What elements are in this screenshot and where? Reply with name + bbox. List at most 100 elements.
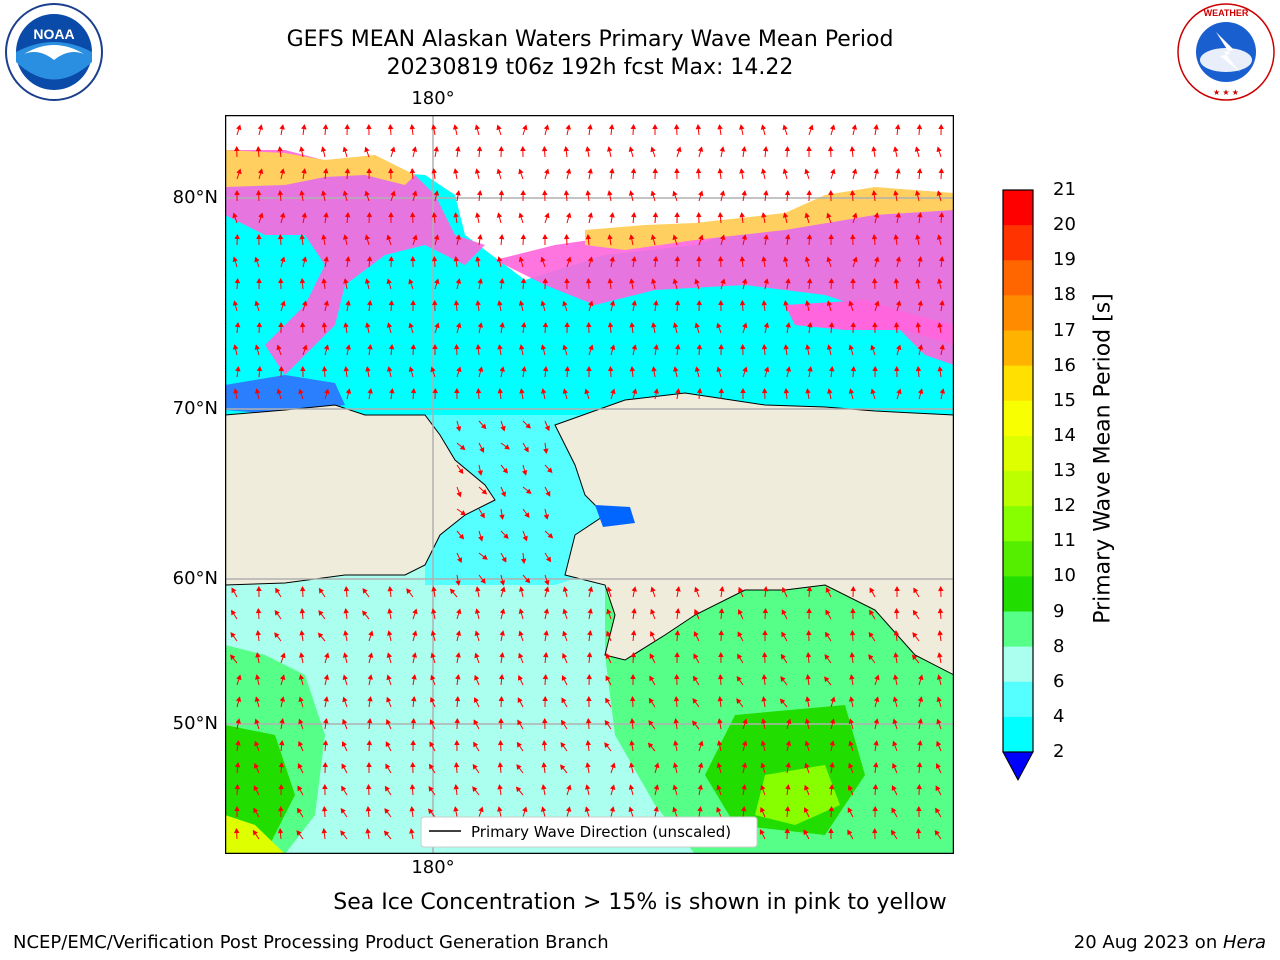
wave-arrow-head <box>718 387 725 394</box>
wave-arrow-head <box>872 365 878 372</box>
wave-arrow-head <box>610 762 616 769</box>
wave-arrow-head <box>629 762 635 768</box>
wave-arrow-head <box>540 344 547 350</box>
wave-arrow-head <box>518 630 524 637</box>
colorbar-tick-label: 9 <box>1053 600 1065 622</box>
wave-arrow-head <box>852 212 858 219</box>
wave-arrow-head <box>828 805 835 812</box>
wave-arrow-head <box>525 488 532 494</box>
wave-arrow-head <box>279 674 286 681</box>
wave-arrow-head <box>520 233 527 240</box>
wave-arrow-head <box>650 234 657 240</box>
wave-arrow-head <box>544 425 550 432</box>
wave-arrow-head <box>365 828 371 834</box>
wave-arrow-head <box>937 630 943 636</box>
sea-ice-yellow-east <box>585 187 954 250</box>
wave-arrow-head <box>739 212 745 218</box>
wave-arrow-head <box>741 190 747 196</box>
wave-arrow-head <box>498 145 504 152</box>
wave-arrow-head <box>762 607 769 614</box>
wave-arrow-head <box>917 388 924 395</box>
wave-arrow-head <box>848 696 855 702</box>
map-panel: Primary Wave Direction (unscaled) <box>225 115 954 854</box>
wave-arrow-head <box>540 388 547 394</box>
wave-arrow-head <box>277 146 283 152</box>
wave-arrow-head <box>718 651 724 658</box>
wave-arrow-head <box>916 761 923 768</box>
wave-arrow-head <box>806 585 813 592</box>
wave-arrow-head <box>323 674 330 680</box>
wave-arrow-head <box>585 190 591 196</box>
wave-arrow-head <box>784 145 791 152</box>
wave-arrow-head <box>477 470 483 476</box>
wave-arrow-head <box>649 653 655 660</box>
wave-arrow-head <box>474 608 481 614</box>
wave-arrow-head <box>937 322 943 328</box>
wave-arrow-head <box>779 698 786 705</box>
wave-arrow-head <box>718 299 724 306</box>
wave-arrow-head <box>453 761 460 768</box>
wave-arrow-head <box>784 827 790 834</box>
wave-arrow-head <box>367 652 374 658</box>
wave-arrow-head <box>607 190 613 196</box>
wave-arrow-head <box>893 321 900 328</box>
wave-arrow-head <box>276 388 282 395</box>
wave-arrow-head <box>454 695 461 702</box>
wave-arrow-head <box>253 762 259 769</box>
west-yellow <box>225 815 285 854</box>
wave-arrow-head <box>870 344 876 351</box>
wave-arrow-head <box>409 167 416 174</box>
wave-arrow-head <box>806 233 813 240</box>
wave-arrow-head <box>390 146 396 153</box>
wave-arrow-head <box>277 233 284 240</box>
wave-arrow-head <box>278 761 285 768</box>
wave-arrow-head <box>499 514 505 520</box>
wave-arrow-head <box>475 256 481 262</box>
wave-arrow-head <box>698 234 704 241</box>
wave-arrow-head <box>740 806 747 812</box>
wave-arrow-head <box>428 808 434 815</box>
wave-arrow-head <box>254 674 261 680</box>
wave-arrow-head <box>455 652 461 658</box>
wave-arrow-head <box>410 739 416 746</box>
wave-arrow-head <box>472 763 478 770</box>
wave-arrow-head <box>279 124 285 130</box>
wave-arrow-head <box>607 365 614 372</box>
wave-arrow-head <box>785 740 792 746</box>
colorbar-tick-label: 4 <box>1053 705 1065 727</box>
wave-arrow-head <box>692 698 698 704</box>
wave-arrow-head <box>496 212 503 218</box>
wave-arrow-head <box>233 827 240 834</box>
wave-arrow-head <box>737 631 743 638</box>
wave-arrow-head <box>872 762 879 768</box>
wave-arrow-head <box>650 146 656 153</box>
wave-arrow-head <box>739 256 746 262</box>
wave-arrow-head <box>256 585 262 592</box>
wave-arrow-head <box>474 630 480 637</box>
wave-arrow-head <box>587 630 593 636</box>
wave-arrow-head <box>804 168 810 175</box>
wave-arrow-head <box>826 344 833 350</box>
wave-arrow-head <box>543 124 550 130</box>
wave-arrow-head <box>458 533 465 540</box>
wave-arrow-head <box>672 234 678 241</box>
wave-arrow-head <box>761 256 767 262</box>
wave-arrow-head <box>760 740 767 746</box>
wave-arrow-head <box>762 629 768 636</box>
wave-arrow-head <box>629 366 636 372</box>
wave-arrow-head <box>890 829 897 836</box>
wave-arrow-head <box>296 830 302 836</box>
wave-arrow-head <box>696 299 702 306</box>
wave-arrow-head <box>275 587 281 594</box>
wave-arrow-head <box>697 146 704 152</box>
wave-arrow-head <box>280 256 286 263</box>
noaa-logo: NOAA <box>5 3 103 101</box>
wave-arrow-head <box>742 718 748 725</box>
colorbar-tick-label: 2 <box>1053 741 1065 762</box>
wave-arrow-head <box>629 695 636 702</box>
wave-arrow-head <box>917 718 923 724</box>
wave-arrow-head <box>653 784 660 790</box>
wave-arrow-head <box>432 387 438 394</box>
wave-arrow-head <box>630 630 637 636</box>
wave-arrow-head <box>895 212 901 218</box>
